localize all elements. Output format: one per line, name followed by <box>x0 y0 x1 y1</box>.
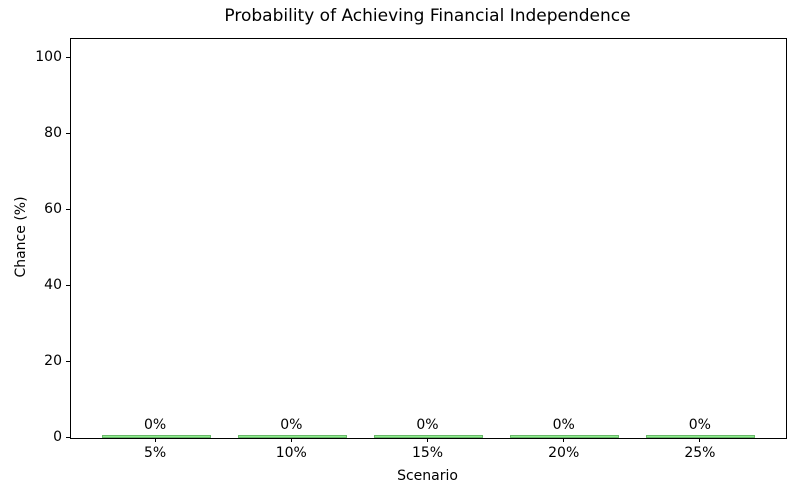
y-tick-label: 0 <box>53 429 62 445</box>
bar <box>646 435 756 438</box>
y-tick-mark <box>66 436 70 438</box>
x-tick-mark <box>154 438 156 442</box>
bar-value-label: 0% <box>416 417 439 433</box>
x-tick-label: 25% <box>684 445 716 461</box>
x-axis-label: Scenario <box>397 468 458 484</box>
x-tick-label: 20% <box>548 445 580 461</box>
y-tick-mark <box>66 132 70 134</box>
x-tick-label: 5% <box>144 445 167 461</box>
bar-value-label: 0% <box>280 417 303 433</box>
bar <box>374 435 483 438</box>
bar <box>101 435 211 438</box>
y-tick-mark <box>66 208 70 210</box>
plot-area <box>70 38 787 439</box>
x-tick-label: 15% <box>411 445 444 461</box>
y-tick-label: 40 <box>44 277 62 293</box>
y-tick-mark <box>66 284 70 286</box>
x-tick-mark <box>563 438 565 442</box>
y-tick-label: 100 <box>35 49 62 65</box>
y-tick-label: 80 <box>44 125 62 141</box>
bar <box>510 435 620 438</box>
bar-value-label: 0% <box>688 417 711 433</box>
x-tick-label: 10% <box>275 445 307 461</box>
x-tick-mark <box>290 438 292 442</box>
y-tick-label: 20 <box>44 353 62 369</box>
y-tick-label: 60 <box>44 201 62 217</box>
bar <box>237 435 347 438</box>
x-tick-mark <box>427 438 428 442</box>
bar-value-label: 0% <box>144 417 167 433</box>
chart-title: Probability of Achieving Financial Indep… <box>224 6 631 26</box>
y-tick-mark <box>66 360 70 362</box>
bar-value-label: 0% <box>552 417 575 433</box>
y-tick-mark <box>66 56 70 58</box>
x-tick-mark <box>699 438 701 442</box>
